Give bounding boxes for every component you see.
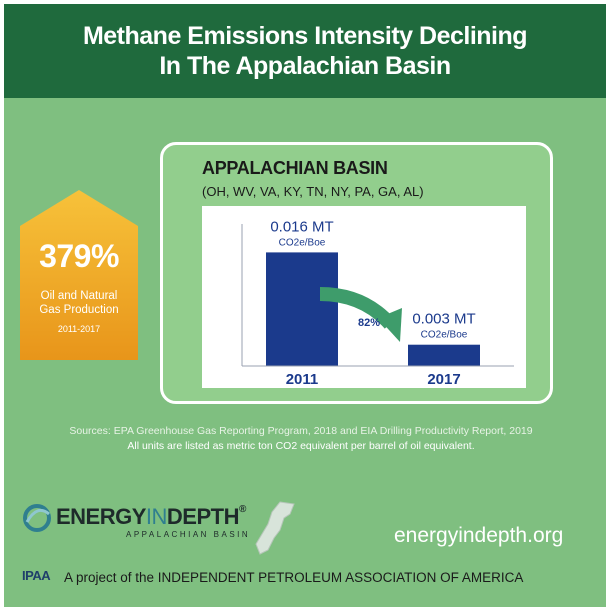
sources-note: Sources: EPA Greenhouse Gas Reporting Pr… — [69, 425, 533, 437]
decline-arrow-head — [378, 308, 402, 342]
globe-swirl-icon — [23, 504, 51, 532]
decline-annotation: 82% — [358, 317, 380, 329]
bar-2011 — [266, 252, 338, 366]
ipaa-logo: IPAA — [22, 568, 51, 583]
bar-unit-label-2017: CO2e/Boe — [421, 330, 468, 341]
header-title-line2: In The Appalachian Basin — [159, 52, 451, 80]
bar-value-label-2011: 0.016 MT — [270, 218, 333, 235]
badge-label-line2: Gas Production — [39, 304, 119, 316]
badge-years: 2011-2017 — [57, 324, 101, 334]
bar-value-label-2017: 0.003 MT — [412, 311, 475, 328]
house-badge-shape — [20, 190, 138, 360]
production-badge: 379% Oil and Natural Gas Production 2011… — [20, 190, 138, 360]
bar-chart-svg: 82% 0.016 MT CO2e/Boe 2011 0.003 MT CO2e/Boe… — [241, 218, 514, 388]
project-credit: A project of the INDEPENDENT PETROLEUM A… — [64, 570, 524, 585]
bar-chart: 82% 0.016 MT CO2e/Boe 2011 0.003 MT CO2e/Boe… — [202, 206, 526, 388]
logo-wordmark: ENERGYINDEPTH® — [56, 504, 246, 529]
x-tick-label-2011: 2011 — [286, 371, 319, 388]
bar-2017 — [408, 344, 480, 366]
panel-title: APPALACHIAN BASIN — [202, 158, 388, 178]
panel-subtitle: (OH, WV, VA, KY, TN, NY, PA, GA, AL) — [202, 184, 424, 199]
bar-unit-label-2011: CO2e/Boe — [279, 237, 326, 248]
units-note: All units are listed as metric ton CO2 e… — [127, 440, 475, 452]
region-map-icon — [255, 501, 295, 555]
logo-subtitle: APPALACHIAN BASIN — [126, 530, 251, 539]
badge-label-line1: Oil and Natural — [40, 290, 118, 302]
header-title-line1: Methane Emissions Intensity Declining — [82, 22, 528, 50]
x-tick-label-2017: 2017 — [427, 371, 460, 388]
energy-in-depth-logo: ENERGYINDEPTH® APPALACHIAN BASIN — [22, 498, 302, 558]
website-link[interactable]: energyindepth.org — [394, 524, 564, 547]
badge-value: 379% — [39, 238, 119, 274]
header-banner: Methane Emissions Intensity Declining In… — [4, 4, 606, 98]
